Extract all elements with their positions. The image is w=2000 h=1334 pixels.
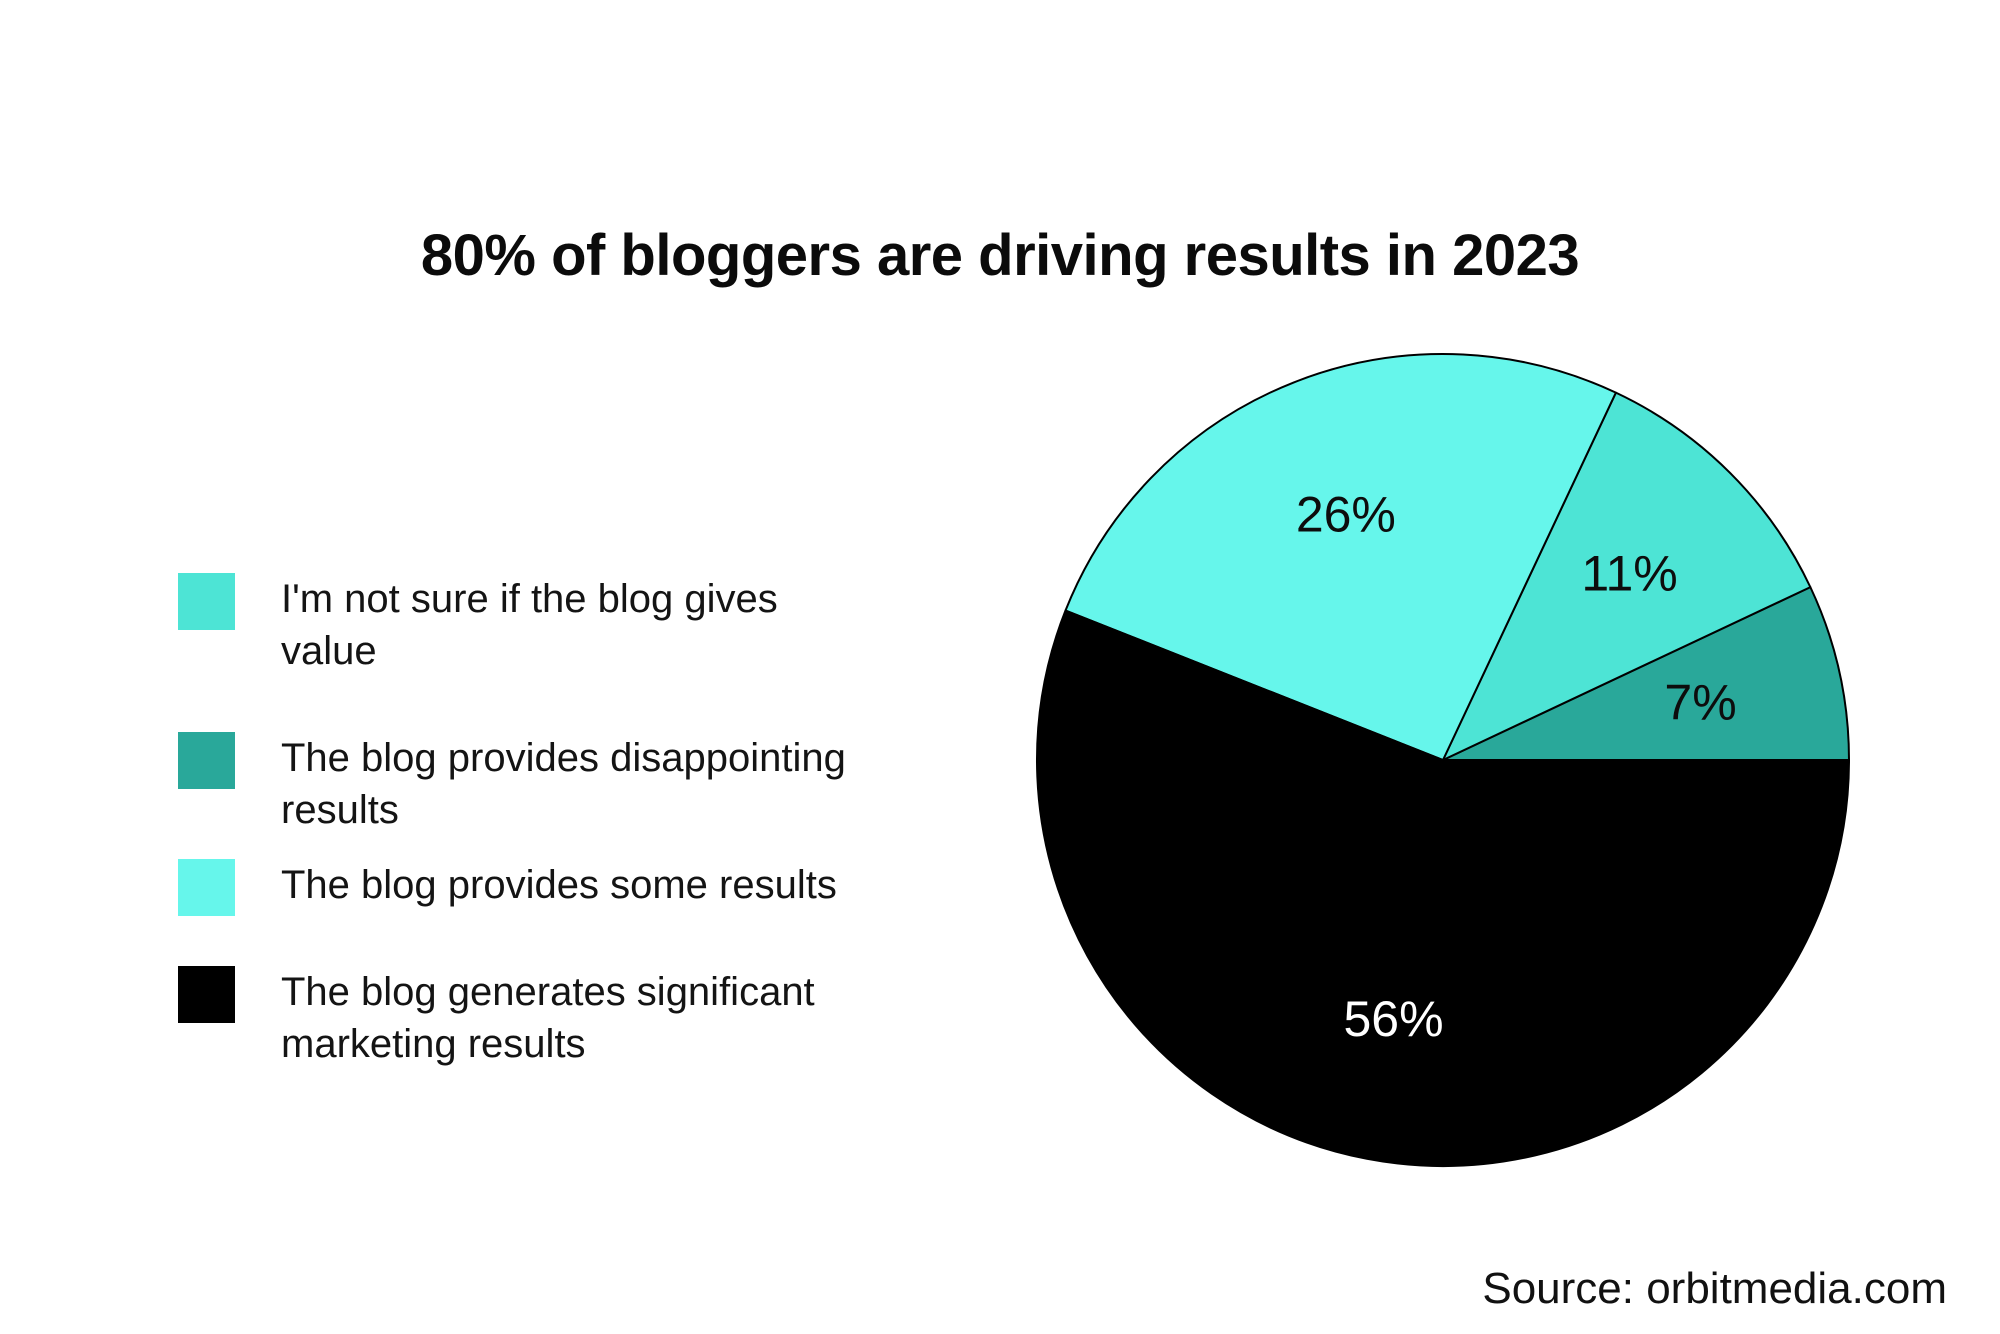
pie-label-7: 7% — [1664, 674, 1736, 730]
legend-item: The blog provides disappointing results — [178, 732, 878, 836]
legend-swatch-significant — [178, 966, 235, 1023]
legend-item: The blog provides some results — [178, 859, 878, 916]
legend-label-some-results: The blog provides some results — [281, 863, 837, 907]
legend-label-disappointing: The blog provides disappointing results — [281, 736, 846, 832]
pie-slice-26 — [1064, 353, 1617, 761]
pie-label-11: 11% — [1581, 545, 1677, 601]
pie-label-56: 56% — [1344, 991, 1444, 1047]
pie-slice-7 — [1442, 586, 1850, 761]
legend-swatch-some-results — [178, 859, 235, 916]
legend-label-significant: The blog generates significant marketing… — [281, 970, 815, 1066]
pie-slice-11 — [1442, 391, 1812, 761]
legend-swatch-not-sure — [178, 573, 235, 630]
pie-slice-56 — [1036, 609, 1850, 1167]
legend-swatch-disappointing — [178, 732, 235, 789]
legend-item: I'm not sure if the blog gives value — [178, 573, 878, 677]
chart-title: 80% of bloggers are driving results in 2… — [420, 223, 1580, 288]
pie-label-26: 26% — [1296, 487, 1396, 543]
legend-label-not-sure: I'm not sure if the blog gives value — [281, 577, 778, 673]
legend: I'm not sure if the blog gives value The… — [178, 573, 878, 1070]
legend-item: The blog generates significant marketing… — [178, 966, 878, 1070]
source-credit: Source: orbitmedia.com — [1482, 1264, 1947, 1313]
